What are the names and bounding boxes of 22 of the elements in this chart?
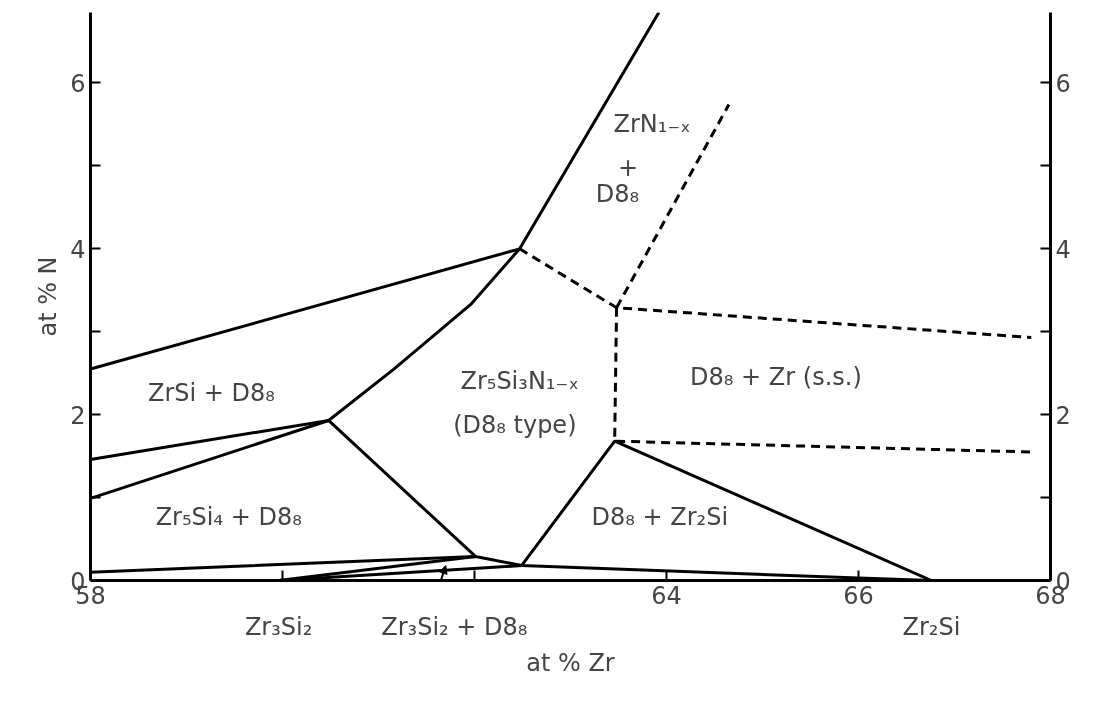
annotation: ZrN₁₋ₓ xyxy=(613,110,691,139)
y-tick-label: 4 xyxy=(70,235,86,264)
annotation: ZrSi + D8₈ xyxy=(147,379,275,408)
y2-tick-label: 4 xyxy=(1055,235,1071,264)
annotation: + xyxy=(618,153,639,182)
annotation: (D8₈ type) xyxy=(453,411,577,440)
annotation: Zr₃Si₂ xyxy=(244,612,313,641)
x-tick-label: 66 xyxy=(843,581,874,610)
x-tick-label: 64 xyxy=(651,581,682,610)
y-axis-title: at % N xyxy=(34,256,63,337)
annotation: Zr₅Si₃N₁₋ₓ xyxy=(460,367,579,396)
annotation: D8₈ + Zr (s.s.) xyxy=(690,363,862,392)
y-tick-label: 6 xyxy=(70,69,86,98)
y2-tick-label: 2 xyxy=(1055,401,1071,430)
annotation: Zr₅Si₄ + D8₈ xyxy=(155,503,302,532)
text: Zr₃Si₂ + D8₈ xyxy=(381,612,528,641)
x-axis-title: at % Zr xyxy=(526,648,615,677)
y-tick-label: 2 xyxy=(70,401,86,430)
annotation: D8₈ + Zr₂Si xyxy=(591,503,729,532)
annotation: D8₈ xyxy=(595,180,640,209)
annotation: Zr₂Si xyxy=(902,612,961,641)
y2-tick-label: 6 xyxy=(1055,69,1071,98)
